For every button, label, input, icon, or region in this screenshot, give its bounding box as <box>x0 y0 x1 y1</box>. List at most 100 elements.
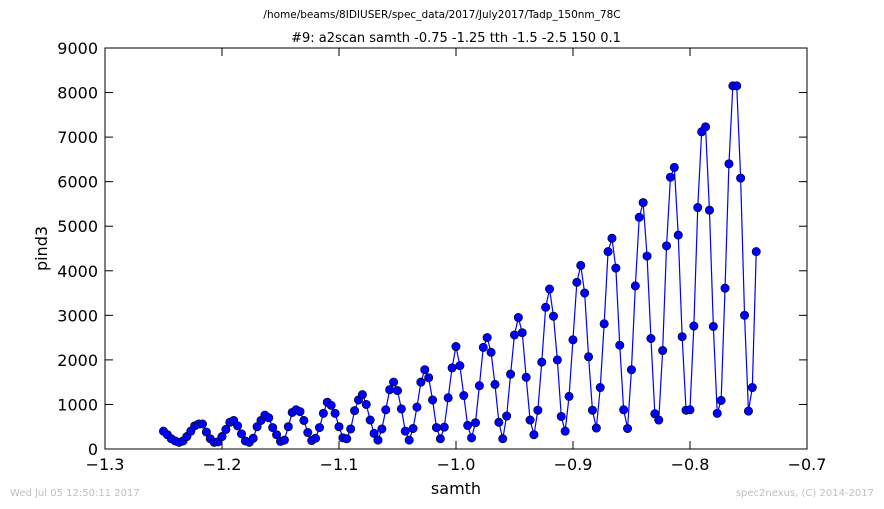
data-point <box>517 328 527 338</box>
data-point <box>365 415 375 425</box>
data-point <box>732 81 742 91</box>
data-point <box>747 383 757 393</box>
credit-label: spec2nexus, (C) 2014-2017 <box>735 488 874 499</box>
data-point <box>638 198 648 208</box>
y-tick-label: 6000 <box>57 173 98 192</box>
data-point <box>361 399 371 409</box>
data-point <box>311 433 321 443</box>
data-point <box>572 277 582 287</box>
x-tick-label: −1.0 <box>437 455 476 474</box>
data-point <box>221 424 231 434</box>
data-point <box>677 332 687 342</box>
y-tick-label: 5000 <box>57 217 98 236</box>
axis-ticks <box>104 47 808 450</box>
data-point <box>494 417 504 427</box>
timestamp-label: Wed Jul 05 12:50:11 2017 <box>10 488 140 499</box>
y-tick-label: 3000 <box>57 306 98 325</box>
data-point <box>217 432 227 442</box>
data-point <box>521 372 531 382</box>
data-point <box>506 369 516 379</box>
data-point <box>248 433 258 443</box>
data-point <box>716 395 726 405</box>
data-point <box>556 411 566 421</box>
data-point <box>615 340 625 350</box>
data-point <box>669 162 679 172</box>
data-point <box>599 319 609 329</box>
data-point <box>541 302 551 312</box>
data-point <box>447 363 457 373</box>
data-point <box>451 342 461 352</box>
data-point <box>424 373 434 383</box>
data-point <box>529 430 539 440</box>
data-point <box>443 393 453 403</box>
data-point <box>486 347 496 357</box>
data-point <box>595 383 605 393</box>
data-point <box>369 428 379 438</box>
data-point <box>502 411 512 421</box>
data-point <box>295 407 305 417</box>
data-point <box>470 418 480 428</box>
data-point <box>428 395 438 405</box>
data-point <box>740 310 750 320</box>
data-point <box>400 426 410 436</box>
data-point <box>455 361 465 371</box>
y-tick-label: 0 <box>88 440 98 459</box>
y-tick-label: 7000 <box>57 128 98 147</box>
data-point <box>416 377 426 387</box>
data-point <box>564 391 574 401</box>
data-point <box>591 423 601 433</box>
data-point <box>576 260 586 270</box>
data-point <box>654 415 664 425</box>
data-point <box>198 419 208 429</box>
data-point <box>712 408 722 418</box>
data-point <box>662 241 672 251</box>
series-line <box>163 85 757 444</box>
data-point <box>720 283 730 293</box>
data-point <box>673 230 683 240</box>
data-point <box>587 405 597 415</box>
data-point <box>708 321 718 331</box>
y-tick-label: 2000 <box>57 351 98 370</box>
data-point <box>357 390 367 400</box>
data-point <box>509 330 519 340</box>
x-tick-label: −0.8 <box>671 455 710 474</box>
data-point <box>373 435 383 445</box>
data-point <box>548 311 558 321</box>
data-point <box>607 233 617 243</box>
data-point <box>665 172 675 182</box>
data-point <box>478 342 488 352</box>
data-point <box>560 426 570 436</box>
data-point <box>389 377 399 387</box>
data-point <box>377 424 387 434</box>
data-point <box>689 321 699 331</box>
data-point <box>490 379 500 389</box>
data-point <box>498 434 508 444</box>
data-point <box>701 122 711 132</box>
data-point <box>537 357 547 367</box>
y-tick-label: 1000 <box>57 395 98 414</box>
data-point <box>642 251 652 261</box>
x-axis-label: samth <box>431 479 481 498</box>
data-point <box>474 381 484 391</box>
data-point <box>580 288 590 298</box>
data-point <box>685 405 695 415</box>
data-point <box>236 429 246 439</box>
data-point <box>467 433 477 443</box>
series-points <box>159 81 761 447</box>
data-point <box>658 346 668 356</box>
y-tick-label: 4000 <box>57 262 98 281</box>
data-point <box>634 212 644 222</box>
data-point <box>646 333 656 343</box>
data-point <box>630 281 640 291</box>
x-tick-label: −1.2 <box>203 455 242 474</box>
data-point <box>552 355 562 365</box>
data-point <box>693 203 703 213</box>
data-point <box>435 434 445 444</box>
plot-area: −1.3 −1.2 −1.1 −1.0 −0.9 −0.8 −0.7 0 1000 2000 300… <box>57 39 826 474</box>
data-point <box>533 405 543 415</box>
data-point <box>459 391 469 401</box>
data-point <box>619 405 629 415</box>
data-point <box>513 313 523 323</box>
data-point <box>201 427 211 437</box>
x-tick-label: −1.3 <box>86 455 125 474</box>
